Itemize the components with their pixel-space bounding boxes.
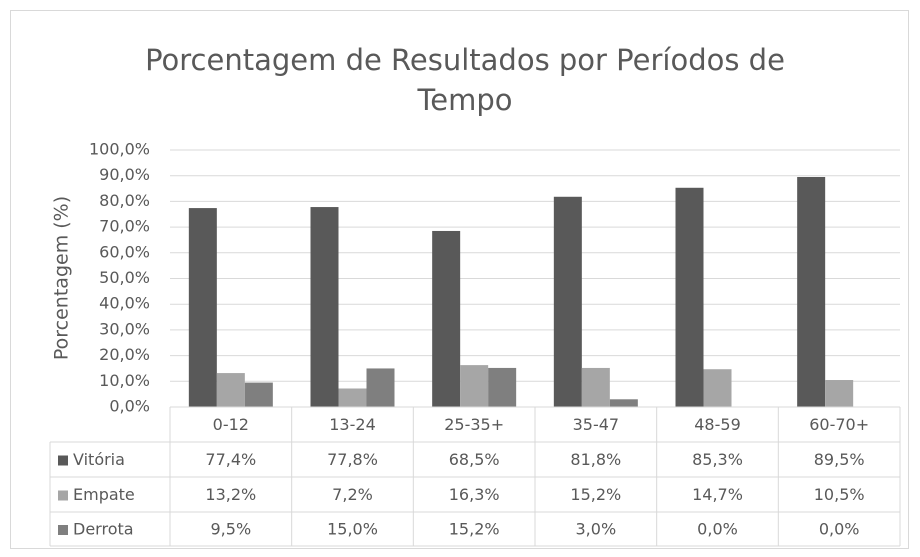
bar xyxy=(581,367,610,407)
data-label: 77,4% xyxy=(205,450,256,469)
data-label: 7,2% xyxy=(332,485,373,504)
data-label: 13,2% xyxy=(205,485,256,504)
x-tick-label: 25-35+ xyxy=(444,415,504,434)
legend-label: Vitória xyxy=(73,450,125,469)
data-label: 15,2% xyxy=(449,520,500,539)
data-label: 89,5% xyxy=(814,450,865,469)
data-label: 0,0% xyxy=(819,520,860,539)
y-tick-label: 90,0% xyxy=(99,165,150,184)
x-tick-label: 60-70+ xyxy=(809,415,869,434)
legend-key xyxy=(58,525,68,535)
legend-label: Derrota xyxy=(73,520,134,539)
y-tick-label: 100,0% xyxy=(89,140,150,159)
data-label: 9,5% xyxy=(211,520,252,539)
y-tick-label: 0,0% xyxy=(109,397,150,416)
bar xyxy=(310,207,339,407)
y-tick-label: 80,0% xyxy=(99,191,150,210)
x-tick-label: 48-59 xyxy=(694,415,741,434)
bar xyxy=(703,369,732,407)
bar xyxy=(432,230,461,407)
data-label: 81,8% xyxy=(570,450,621,469)
y-tick-label: 70,0% xyxy=(99,217,150,236)
bar xyxy=(338,388,367,407)
bar xyxy=(797,176,826,407)
data-label: 10,5% xyxy=(814,485,865,504)
bar xyxy=(825,380,854,407)
x-tick-label: 13-24 xyxy=(329,415,376,434)
legend-key xyxy=(58,455,68,466)
data-label: 15,0% xyxy=(327,520,378,539)
legend-key xyxy=(58,490,68,501)
bar xyxy=(553,196,582,407)
data-label: 68,5% xyxy=(449,450,500,469)
data-label: 16,3% xyxy=(449,485,500,504)
data-label: 3,0% xyxy=(576,520,617,539)
y-tick-label: 40,0% xyxy=(99,294,150,313)
chart-title: Porcentagem de Resultados por Períodos d… xyxy=(145,43,785,117)
bar xyxy=(244,382,273,407)
y-tick-label: 10,0% xyxy=(99,371,150,390)
bar xyxy=(216,373,245,407)
bar xyxy=(609,399,638,407)
bar xyxy=(460,365,489,407)
bar xyxy=(366,368,395,407)
y-tick-label: 30,0% xyxy=(99,319,150,338)
data-label: 77,8% xyxy=(327,450,378,469)
y-tick-label: 20,0% xyxy=(99,345,150,364)
data-label: 15,2% xyxy=(570,485,621,504)
x-tick-label: 35-47 xyxy=(573,415,620,434)
bar xyxy=(188,208,217,407)
bar xyxy=(675,187,704,407)
data-label: 85,3% xyxy=(692,450,743,469)
y-tick-label: 60,0% xyxy=(99,242,150,261)
data-label: 14,7% xyxy=(692,485,743,504)
bar xyxy=(488,367,517,407)
legend-label: Empate xyxy=(73,485,135,504)
y-axis-label: Porcentagem (%) xyxy=(51,196,73,360)
data-label: 0,0% xyxy=(697,520,738,539)
x-tick-label: 0-12 xyxy=(213,415,249,434)
y-tick-label: 50,0% xyxy=(99,268,150,287)
